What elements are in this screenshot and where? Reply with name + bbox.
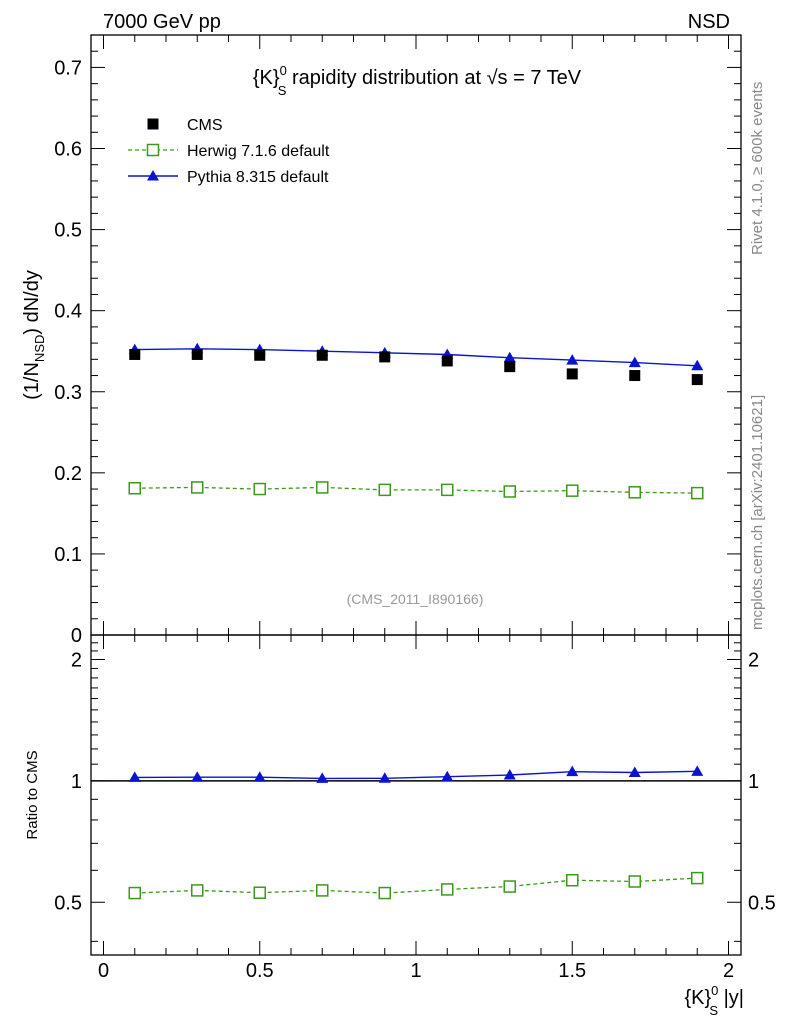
legend: CMS Herwig 7.1.6 default Pythia 8.315 de… [187, 117, 330, 186]
herwig-marker [378, 483, 391, 497]
pythia-marker [503, 769, 516, 780]
ratio-y-tick-label-right: 1 [748, 771, 759, 793]
herwig-marker [128, 886, 141, 900]
herwig-marker [441, 483, 454, 497]
cms-marker [379, 351, 391, 363]
cms-marker [691, 374, 703, 386]
header-left: 7000 GeV pp [103, 11, 221, 33]
pythia-marker [378, 772, 391, 783]
herwig-marker [128, 481, 141, 495]
legend-marker-pythia [147, 170, 159, 181]
ratio-y-tick-label: 1 [71, 771, 82, 793]
herwig-marker [191, 481, 204, 494]
x-tick-label: 1.5 [558, 960, 586, 982]
main-y-tick-label: 0.4 [54, 301, 82, 323]
cms-marker [254, 349, 266, 361]
herwig-marker [253, 482, 266, 496]
herwig-marker [566, 873, 579, 887]
pythia-marker [566, 765, 579, 777]
cms-marker [504, 361, 516, 373]
pythia-marker [191, 771, 204, 782]
herwig-line [134, 486, 698, 494]
cms-marker [566, 368, 578, 380]
herwig-marker [253, 886, 266, 899]
legend-label-pythia: Pythia 8.315 default [187, 169, 329, 186]
herwig-marker [628, 486, 641, 499]
pythia-line [134, 770, 698, 780]
cms-marker [316, 349, 328, 361]
herwig-marker [378, 886, 391, 900]
x-tick-label: 0.5 [246, 960, 274, 982]
pythia-marker [566, 354, 579, 365]
x-tick-label: 0 [98, 960, 109, 982]
pythia-marker [691, 765, 704, 776]
pythia-marker [503, 351, 516, 363]
pythia-marker [441, 770, 454, 782]
pythia-line [134, 348, 698, 367]
plot-title: {K}0 S rapidity distribution at √s = 7 Te… [253, 63, 582, 98]
x-tick-label: 2 [723, 960, 734, 982]
ratio-y-tick-label: 2 [71, 649, 82, 671]
mcplots-label: mcplots.cern.ch [arXiv:2401.10621] [749, 395, 766, 630]
herwig-marker [316, 884, 329, 897]
herwig-marker [191, 884, 204, 897]
pythia-marker [628, 766, 641, 777]
pythia-marker [128, 771, 141, 782]
pythia-marker [316, 772, 329, 783]
main-y-tick-label: 0.6 [54, 139, 82, 161]
main-y-tick-label: 0.7 [54, 57, 82, 79]
cms-marker [129, 348, 141, 360]
herwig-marker [503, 880, 516, 893]
main-y-tick-label: 0 [71, 625, 82, 647]
ratio-panel-frame [90, 634, 742, 956]
x-axis-label: {K}0 S |y| [684, 983, 744, 1018]
legend-label-herwig: Herwig 7.1.6 default [187, 143, 330, 160]
herwig-marker [691, 486, 704, 500]
legend-marker-cms [147, 118, 159, 130]
ratio-y-tick-label: 0.5 [54, 892, 82, 914]
ratio-ylabel: Ratio to CMS [24, 750, 41, 839]
pythia-marker [253, 771, 266, 782]
herwig-marker [441, 883, 454, 896]
legend-marker-herwig [146, 143, 160, 157]
main-ylabel: (1/NNSD) dN/dy [21, 270, 47, 400]
pythia-marker [691, 359, 704, 371]
herwig-marker [691, 871, 704, 885]
herwig-marker [566, 484, 579, 497]
main-y-tick-label: 0.3 [54, 382, 82, 404]
header-right: NSD [688, 11, 730, 33]
cms-marker [441, 355, 453, 367]
cms-marker [191, 348, 203, 360]
ratio-y-tick-label-right: 0.5 [748, 892, 776, 914]
main-y-tick-label: 0.2 [54, 463, 82, 485]
x-tick-label: 1 [410, 960, 421, 982]
herwig-marker [628, 875, 641, 888]
rivet-label: Rivet 4.1.0, ≥ 600k events [749, 82, 766, 255]
herwig-marker [503, 485, 516, 498]
main-y-tick-label: 0.5 [54, 220, 82, 242]
ratio-y-tick-label-right: 2 [748, 649, 759, 671]
main-y-tick-label: 0.1 [54, 544, 82, 566]
legend-label-cms: CMS [187, 117, 223, 134]
cms-marker [629, 370, 641, 382]
analysis-watermark: (CMS_2011_I890166) [347, 591, 484, 607]
pythia-marker [628, 356, 641, 368]
herwig-line [134, 877, 698, 894]
herwig-marker [316, 481, 329, 494]
